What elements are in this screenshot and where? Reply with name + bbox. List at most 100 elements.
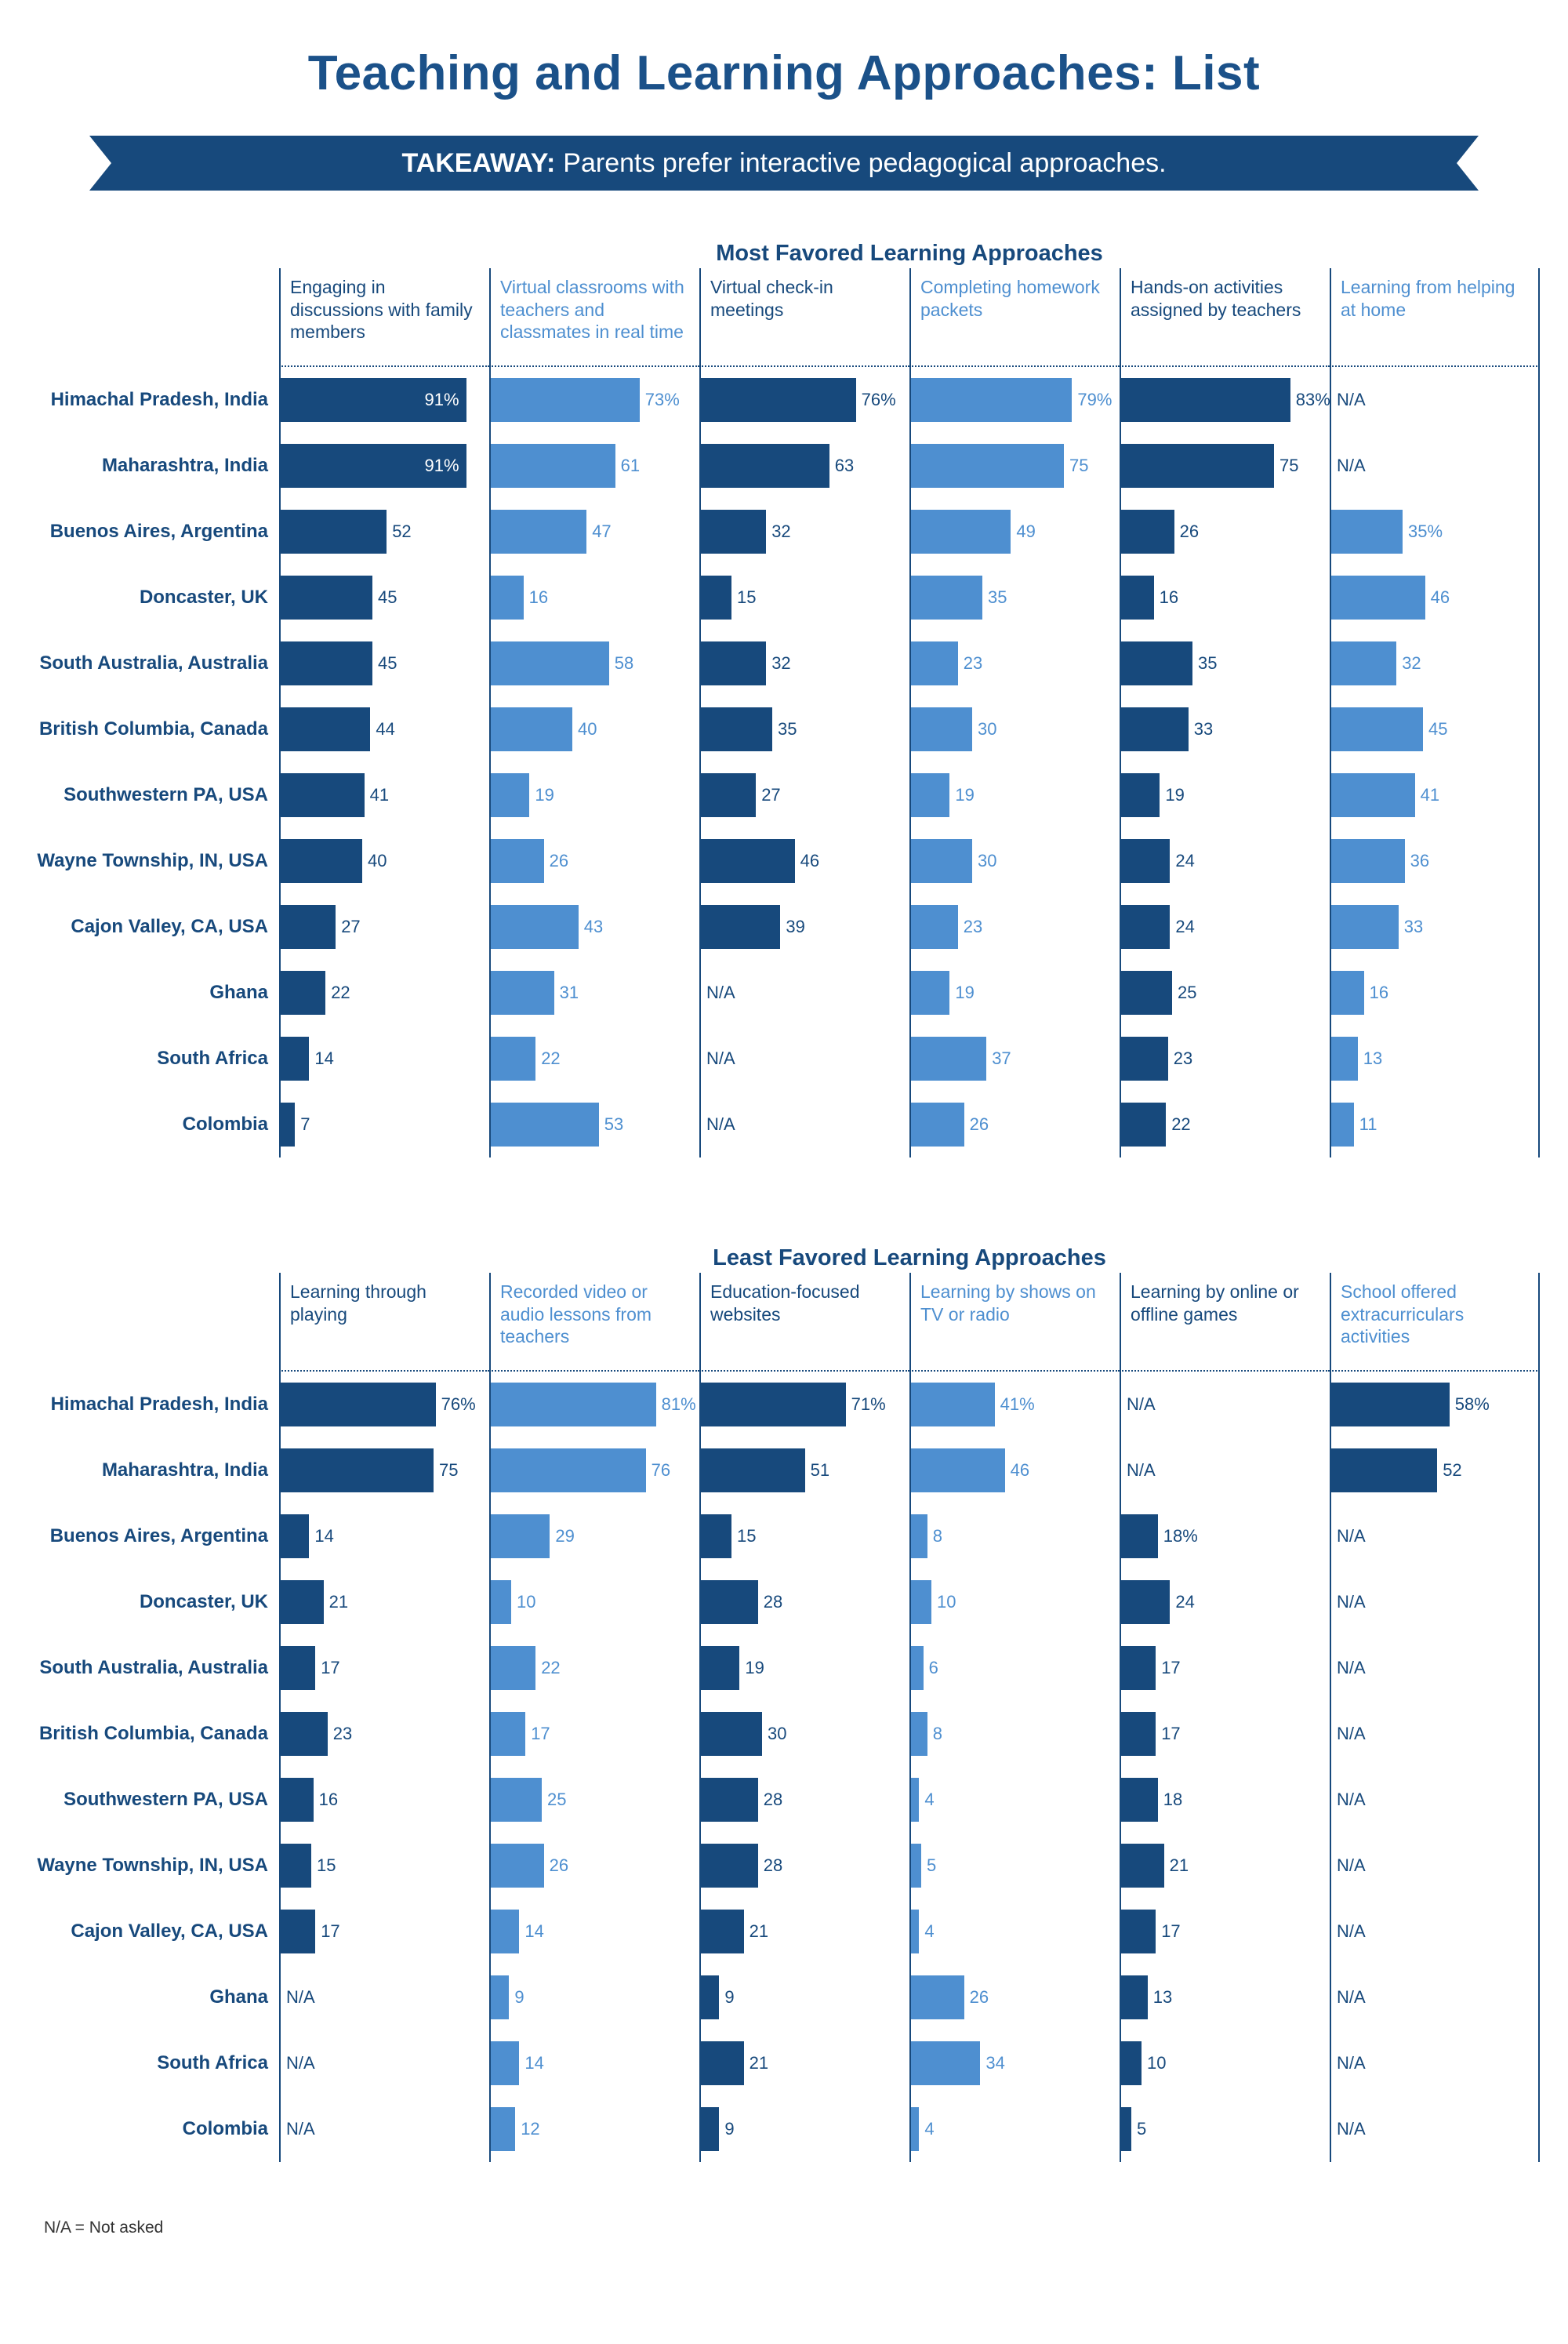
region-label-text: Doncaster, UK <box>139 587 268 608</box>
bar-cell: 13 <box>1120 1964 1330 2030</box>
bar-cell: 10 <box>1120 2030 1330 2096</box>
bar-cell: 18 <box>1120 1767 1330 1833</box>
value-label: 32 <box>771 653 791 673</box>
bar-cell: 19 <box>1120 762 1330 828</box>
bar-cell: N/A <box>1330 1833 1540 1899</box>
column-header: Virtual classrooms with teachers and cla… <box>489 268 699 367</box>
value-label: 10 <box>937 1592 956 1612</box>
bar <box>911 378 1073 422</box>
bar-cell: N/A <box>279 2096 489 2162</box>
bar <box>911 641 958 685</box>
bar <box>491 1383 656 1426</box>
bar <box>701 378 856 422</box>
bar <box>281 1844 311 1888</box>
region-label: Himachal Pradesh, India <box>3 1372 279 1437</box>
value-label: 22 <box>541 1658 561 1677</box>
value-label: 79% <box>1077 390 1112 409</box>
bar-cell: 75 <box>909 433 1120 499</box>
bar <box>281 1448 434 1492</box>
bar <box>281 773 365 817</box>
bar <box>1331 1103 1354 1147</box>
bar <box>281 1712 328 1756</box>
bar <box>491 905 579 949</box>
region-label-text: Wayne Township, IN, USA <box>37 1855 268 1876</box>
value-label: 45 <box>378 653 397 673</box>
value-label: 91% <box>424 456 459 475</box>
value-label: 18 <box>1163 1790 1183 1809</box>
region-label-text: South Africa <box>157 2052 268 2073</box>
bar <box>491 1712 526 1756</box>
bar-cell: 14 <box>279 1026 489 1092</box>
column-header-label: Completing homework packets <box>920 277 1100 320</box>
bar <box>911 1975 964 2019</box>
bar <box>701 1844 758 1888</box>
column-header-label: School offered extracurriculars activiti… <box>1341 1281 1465 1347</box>
value-label: 17 <box>531 1724 550 1743</box>
bar <box>491 641 609 685</box>
value-label: 25 <box>547 1790 567 1809</box>
value-label: 76% <box>441 1394 476 1414</box>
region-label-text: South Australia, Australia <box>39 652 268 674</box>
bar-cell: 19 <box>909 762 1120 828</box>
value-label: 71% <box>851 1394 886 1414</box>
value-label: 13 <box>1152 1987 1173 2007</box>
bar <box>1121 2107 1131 2151</box>
value-label: 46 <box>800 851 820 870</box>
bar-cell: 45 <box>279 631 489 696</box>
bar-cell: 16 <box>1120 565 1330 631</box>
bar-cell: N/A <box>1330 2030 1540 2096</box>
column-header-label: Learning through playing <box>290 1281 426 1325</box>
bar <box>911 510 1011 554</box>
na-label: N/A <box>1337 1658 1366 1677</box>
region-label-text: Cajon Valley, CA, USA <box>71 916 268 937</box>
bar-cell: 32 <box>1330 631 1540 696</box>
value-label: 33 <box>1193 719 1214 739</box>
region-label: Cajon Valley, CA, USA <box>3 894 279 960</box>
bar <box>911 707 972 751</box>
bar <box>911 1383 995 1426</box>
value-label: 17 <box>1161 1658 1181 1677</box>
region-label: South Australia, Australia <box>3 1635 279 1701</box>
region-label: Southwestern PA, USA <box>3 1767 279 1833</box>
bar-cell: 15 <box>699 1503 909 1569</box>
value-label: 61 <box>620 456 641 475</box>
bar-cell: 35 <box>699 696 909 762</box>
region-label: Himachal Pradesh, India <box>3 367 279 433</box>
value-label: 28 <box>763 1855 783 1875</box>
bar <box>491 839 544 883</box>
bar <box>911 1646 924 1690</box>
region-label-text: Southwestern PA, USA <box>64 1789 268 1810</box>
bar <box>1331 905 1399 949</box>
region-label-text: British Columbia, Canada <box>38 1723 268 1744</box>
bar-cell: 75 <box>1120 433 1330 499</box>
column-header-label: Recorded video or audio lessons from tea… <box>500 1281 652 1347</box>
na-label: N/A <box>1337 2119 1366 2139</box>
bar <box>701 1514 731 1558</box>
value-label: 4 <box>924 2119 935 2139</box>
region-label: South Australia, Australia <box>3 631 279 696</box>
bar-cell: 91% <box>279 367 489 433</box>
na-label: N/A <box>1337 1592 1366 1612</box>
value-label: 81% <box>661 1394 696 1414</box>
value-label: 22 <box>541 1048 561 1068</box>
bar-cell: 26 <box>909 1092 1120 1157</box>
value-label: 17 <box>1161 1724 1181 1743</box>
bar <box>281 1514 310 1558</box>
region-label-text: Colombia <box>182 1114 268 1135</box>
bar-cell: 41 <box>1330 762 1540 828</box>
most-favored-bar-table: Engaging in discussions with family memb… <box>3 268 1540 1157</box>
column-header-label: Learning from helping at home <box>1341 277 1515 320</box>
region-label-text: South Australia, Australia <box>39 1657 268 1678</box>
region-label: Colombia <box>3 1092 279 1157</box>
value-label: 41 <box>369 785 390 805</box>
bar-cell: 21 <box>1120 1833 1330 1899</box>
bar <box>1121 1037 1168 1081</box>
na-label: N/A <box>1127 1460 1156 1480</box>
value-label: 22 <box>331 983 350 1002</box>
value-label: 27 <box>761 785 781 805</box>
column-header: Learning through playing <box>279 1273 489 1372</box>
bar-cell: N/A <box>1330 433 1540 499</box>
bar-cell: 24 <box>1120 894 1330 960</box>
bar-cell: 75 <box>279 1437 489 1503</box>
bar-cell: 81% <box>489 1372 699 1437</box>
